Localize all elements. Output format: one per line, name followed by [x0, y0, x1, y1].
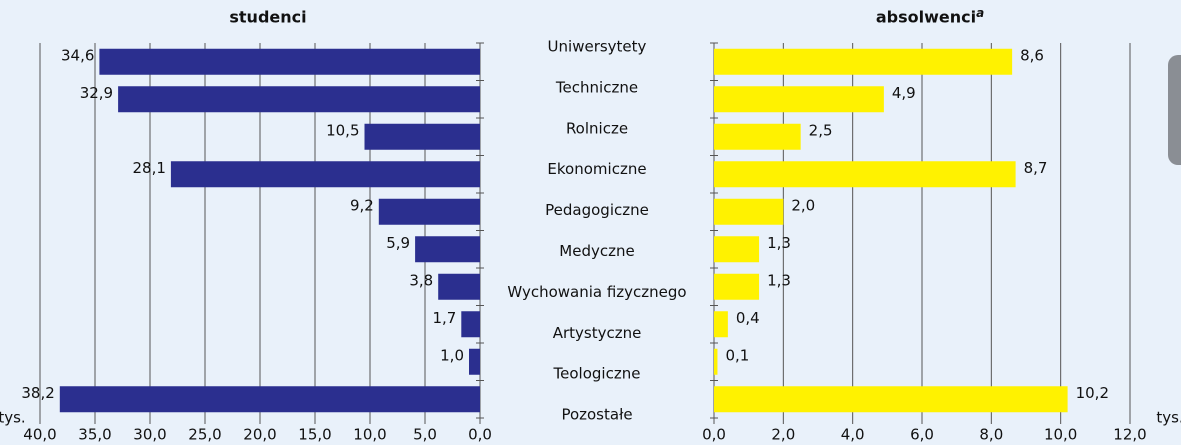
bar	[714, 386, 1068, 413]
bar	[714, 311, 728, 338]
category-label: Artystyczne	[553, 324, 642, 342]
x-tick-label: 25,0	[188, 426, 221, 444]
unit-label: tys.	[0, 409, 26, 427]
category-label: Uniwersytety	[548, 38, 647, 56]
value-label: 8,6	[1020, 46, 1044, 64]
bar	[99, 48, 481, 75]
category-label: Pozostałe	[561, 406, 632, 424]
unit-label: tys.	[1156, 409, 1181, 427]
value-label: 1,3	[767, 271, 791, 289]
bar	[59, 386, 481, 413]
value-label: 3,8	[409, 271, 433, 289]
bar	[714, 123, 801, 150]
bar	[714, 273, 760, 300]
value-label: 4,9	[892, 84, 916, 102]
x-tick-label: 5,0	[413, 426, 437, 444]
value-label: 2,0	[791, 196, 815, 214]
x-tick-label: 15,0	[298, 426, 331, 444]
side-image	[1168, 55, 1181, 165]
bar	[461, 311, 480, 338]
bar	[118, 86, 480, 113]
x-tick-label: 6,0	[910, 426, 934, 444]
bar	[170, 161, 480, 188]
category-label: Wychowania fizycznego	[507, 283, 686, 301]
x-tick-label: 2,0	[771, 426, 795, 444]
value-label: 8,7	[1024, 159, 1048, 177]
bar	[714, 161, 1016, 188]
panel-title: absolwencia	[876, 6, 984, 27]
x-tick-label: 40,0	[23, 426, 56, 444]
value-label: 28,1	[132, 159, 165, 177]
x-tick-label: 10,0	[1044, 426, 1077, 444]
x-tick-label: 10,0	[353, 426, 386, 444]
x-tick-label: 0,0	[702, 426, 726, 444]
value-label: 10,5	[326, 121, 359, 139]
x-tick-label: 20,0	[243, 426, 276, 444]
panel-title: studenci	[229, 8, 306, 27]
value-label: 5,9	[386, 234, 410, 252]
bar	[714, 86, 884, 113]
x-tick-label: 0,0	[468, 426, 492, 444]
bar	[714, 348, 718, 375]
value-label: 34,6	[61, 46, 94, 64]
value-label: 10,2	[1076, 384, 1109, 402]
value-label: 0,1	[725, 346, 749, 364]
x-tick-label: 8,0	[979, 426, 1003, 444]
bar	[378, 198, 480, 225]
category-label: Medyczne	[559, 242, 634, 260]
x-tick-label: 35,0	[78, 426, 111, 444]
category-label: Teologiczne	[553, 365, 641, 383]
x-tick-label: 30,0	[133, 426, 166, 444]
value-label: 9,2	[350, 196, 374, 214]
value-label: 2,5	[809, 121, 833, 139]
bar	[364, 123, 480, 150]
bar	[714, 198, 784, 225]
value-label: 1,7	[432, 309, 456, 327]
value-label: 0,4	[736, 309, 760, 327]
bar	[714, 48, 1013, 75]
value-label: 32,9	[80, 84, 113, 102]
category-label: Techniczne	[555, 78, 638, 96]
x-tick-label: 4,0	[841, 426, 865, 444]
category-label: Ekonomiczne	[547, 160, 646, 178]
x-tick-label: 12,0	[1113, 426, 1146, 444]
category-label: Rolnicze	[566, 119, 628, 137]
value-label: 1,0	[440, 346, 464, 364]
value-label: 1,3	[767, 234, 791, 252]
bar	[438, 273, 480, 300]
title-note: a	[976, 6, 984, 20]
bar	[469, 348, 480, 375]
category-label: Pedagogiczne	[545, 201, 649, 219]
bar	[415, 236, 480, 263]
bar	[714, 236, 760, 263]
value-label: 38,2	[21, 384, 54, 402]
